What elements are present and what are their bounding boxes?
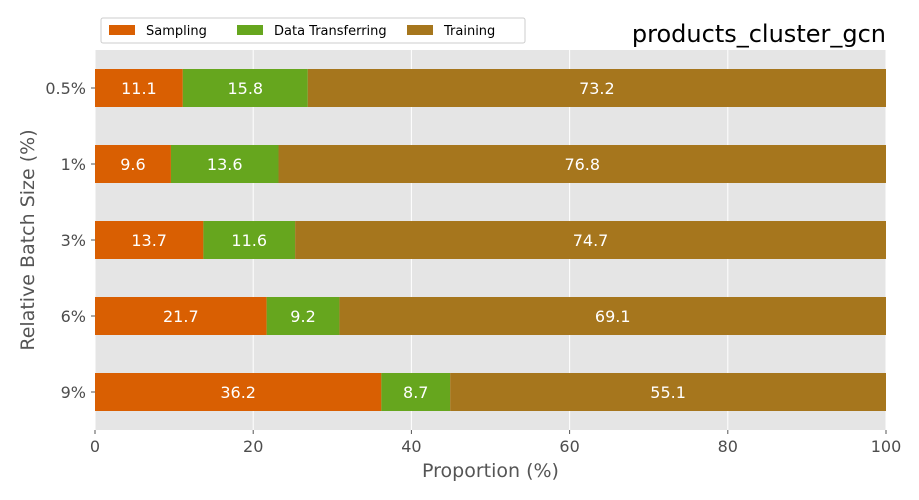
bar-sampling xyxy=(95,221,204,259)
bar-value-label: 21.7 xyxy=(163,307,199,326)
bar-value-label: 74.7 xyxy=(573,231,609,250)
bar-value-label: 15.8 xyxy=(227,79,263,98)
bar-sampling xyxy=(95,297,267,335)
bar-data-transferring xyxy=(203,221,296,259)
legend-box xyxy=(100,17,526,44)
bar-value-label: 9.6 xyxy=(120,155,145,174)
x-tick-label: 20 xyxy=(243,437,263,456)
legend-swatch xyxy=(109,25,135,35)
legend-swatch xyxy=(407,25,433,35)
bars xyxy=(95,69,887,411)
chart-title: products_cluster_gcn xyxy=(632,20,886,48)
bar-sampling xyxy=(95,373,382,411)
y-tick-label: 1% xyxy=(61,155,86,174)
bar-data-transferring xyxy=(182,69,308,107)
legend-swatch xyxy=(237,25,263,35)
bar-value-label: 76.8 xyxy=(564,155,600,174)
y-tick-label: 9% xyxy=(61,383,86,402)
y-axis-title: Relative Batch Size (%) xyxy=(17,129,39,350)
legend-label: Sampling xyxy=(146,24,207,39)
bar-training xyxy=(339,297,886,335)
bar-value-label: 55.1 xyxy=(650,383,686,402)
bar-value-label: 13.7 xyxy=(131,231,167,250)
bar-data-transferring xyxy=(381,373,451,411)
bar-sampling xyxy=(95,145,171,183)
x-axis-title: Proportion (%) xyxy=(422,460,559,482)
legend-label: Data Transferring xyxy=(274,24,387,39)
x-tick-label: 60 xyxy=(559,437,579,456)
bar-value-label: 11.6 xyxy=(231,231,267,250)
x-tick-label: 0 xyxy=(90,437,100,456)
legend: Sampling Data Transferring Training xyxy=(100,17,526,44)
y-tick-label: 3% xyxy=(61,231,86,250)
bar-value-label: 9.2 xyxy=(290,307,315,326)
bar-data-transferring xyxy=(170,145,279,183)
x-tick-label: 100 xyxy=(871,437,902,456)
bar-value-label: 11.1 xyxy=(121,79,157,98)
bar-data-transferring xyxy=(266,297,340,335)
bar-value-label: 36.2 xyxy=(220,383,256,402)
legend-label: Training xyxy=(443,24,495,39)
x-tick-label: 80 xyxy=(718,437,738,456)
bar-training xyxy=(450,373,886,411)
bar-value-label: 13.6 xyxy=(207,155,243,174)
bar-value-label: 73.2 xyxy=(579,79,615,98)
bar-labels: 11.1 15.8 73.2 9.6 13.6 76.8 13.7 11.6 74.7 21.7 9… xyxy=(120,79,686,402)
y-tick-label: 6% xyxy=(61,307,86,326)
y-tick-label: 0.5% xyxy=(45,79,86,98)
bar-training xyxy=(307,69,886,107)
bar-value-label: 69.1 xyxy=(595,307,631,326)
x-tick-label: 40 xyxy=(401,437,421,456)
x-axis-ticks: 0 20 40 60 80 100 xyxy=(90,430,901,456)
bar-sampling xyxy=(95,69,183,107)
bar-value-label: 8.7 xyxy=(403,383,428,402)
y-axis-ticks: 0.5% 1% 3% 6% 9% xyxy=(45,79,95,402)
bar-training xyxy=(295,221,886,259)
bar-training xyxy=(278,145,887,183)
